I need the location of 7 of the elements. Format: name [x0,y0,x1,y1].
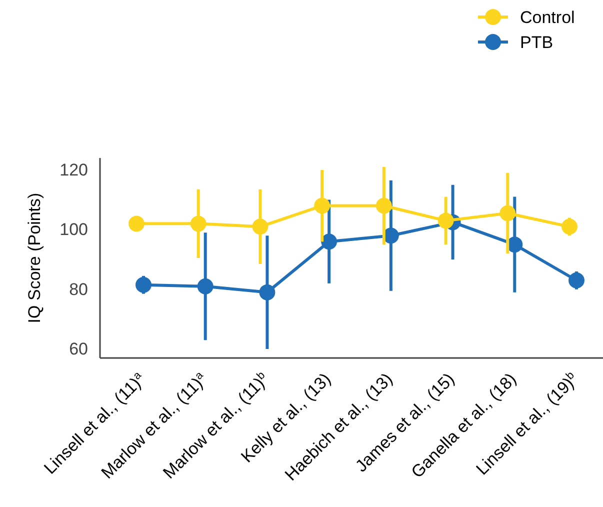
y-tick-label: 60 [69,339,88,358]
y-tick-label: 120 [60,160,88,180]
legend-label: Control [520,8,575,27]
y-tick-label: 80 [69,280,88,299]
legend-label: PTB [520,33,554,52]
y-axis-title: IQ Score (Points) [25,192,44,324]
y-tick-label: 100 [60,220,88,240]
